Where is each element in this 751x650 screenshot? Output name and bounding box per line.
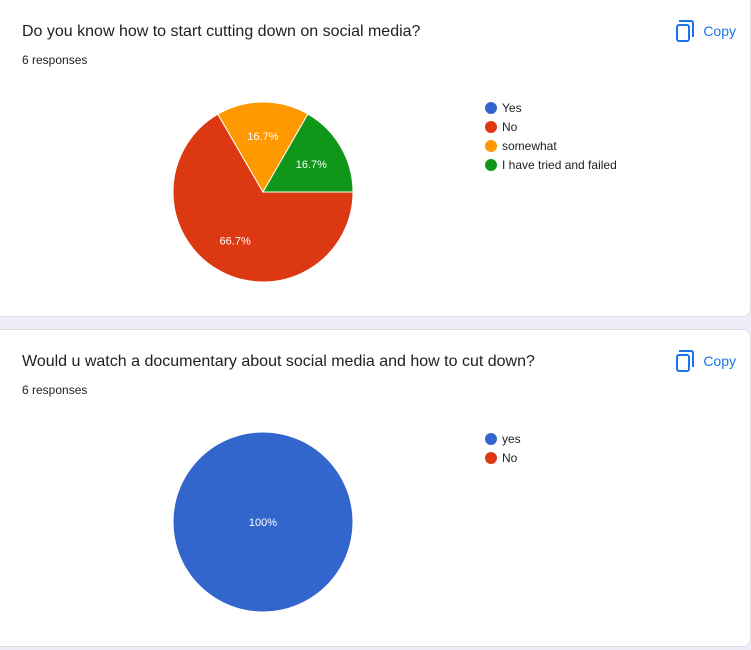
legend-label: Yes <box>502 100 522 115</box>
chart-legend-2: yes No <box>485 429 521 467</box>
legend-swatch <box>485 432 497 445</box>
copy-icon <box>675 20 695 42</box>
legend-label: somewhat <box>502 138 557 153</box>
legend-item[interactable]: I have tried and failed <box>485 155 617 174</box>
response-count: 6 responses <box>22 383 88 397</box>
legend-item[interactable]: Yes <box>485 98 617 117</box>
legend-item[interactable]: somewhat <box>485 136 617 155</box>
legend-swatch <box>485 158 497 171</box>
pie-slice-no[interactable] <box>172 113 354 283</box>
copy-icon <box>675 350 695 372</box>
response-count: 6 responses <box>22 53 88 67</box>
copy-button[interactable]: Copy <box>675 348 736 374</box>
pie-chart-2: 100% <box>172 431 354 613</box>
question-title: Would u watch a documentary about social… <box>22 353 535 370</box>
pie-chart-1: 66.7% 16.7% 16.7% <box>172 101 354 283</box>
legend-label: I have tried and failed <box>502 157 617 172</box>
pie-slice-yes[interactable] <box>172 431 354 613</box>
legend-swatch <box>485 120 497 133</box>
pie-slice-i-have-tried-and-failed[interactable] <box>262 113 354 193</box>
slice-value-label: 16.7% <box>247 131 278 143</box>
legend-item[interactable]: No <box>485 117 617 136</box>
slice-value-label: 100% <box>249 517 277 529</box>
question-title: Do you know how to start cutting down on… <box>22 23 421 40</box>
slice-value-label: 16.7% <box>296 159 327 171</box>
copy-button[interactable]: Copy <box>675 18 736 44</box>
chart-legend-1: Yes No somewhat I have tried and failed <box>485 98 617 174</box>
copy-label: Copy <box>703 23 736 39</box>
copy-label: Copy <box>703 353 736 369</box>
legend-label: No <box>502 450 518 465</box>
legend-item[interactable]: yes <box>485 429 521 448</box>
question-card-1: Do you know how to start cutting down on… <box>0 0 751 317</box>
legend-swatch <box>485 139 497 152</box>
legend-item[interactable]: No <box>485 448 521 467</box>
legend-swatch <box>485 101 497 114</box>
question-card-2: Would u watch a documentary about social… <box>0 329 751 647</box>
slice-value-label: 66.7% <box>220 235 251 247</box>
legend-label: yes <box>502 431 521 446</box>
legend-swatch <box>485 451 497 464</box>
legend-label: No <box>502 119 518 134</box>
pie-slice-somewhat[interactable] <box>217 101 309 193</box>
